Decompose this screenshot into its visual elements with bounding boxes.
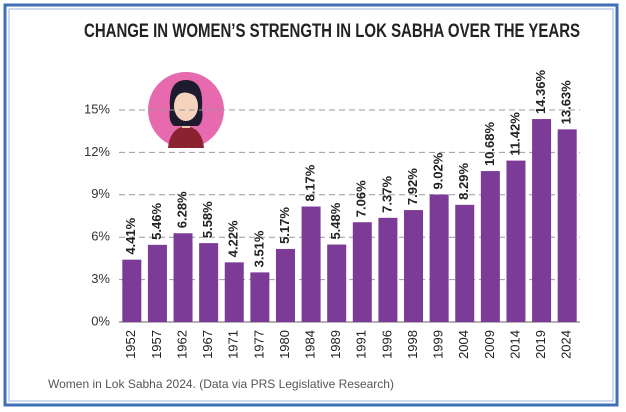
x-tick-label: 1996 (379, 330, 394, 359)
value-label: 13.63% (559, 80, 574, 125)
value-label: 7.92% (405, 168, 420, 205)
bar (352, 222, 372, 322)
x-tick-label: 2009 (482, 330, 497, 359)
caption: Women in Lok Sabha 2024. (Data via PRS L… (48, 377, 394, 391)
bar (429, 194, 449, 322)
inner-frame (8, 8, 614, 402)
value-label: 7.37% (379, 176, 394, 213)
y-tick-label: 3% (91, 271, 110, 286)
bar (506, 160, 526, 322)
x-tick-label: 1977 (251, 330, 266, 359)
x-tick-label: 1952 (123, 330, 138, 359)
y-tick-label: 0% (91, 313, 110, 328)
value-label: 5.48% (328, 202, 343, 239)
value-label: 11.42% (507, 112, 522, 156)
x-tick-label: 2004 (456, 330, 471, 359)
chart-title: CHANGE IN WOMEN’S STRENGTH IN LOK SABHA … (84, 21, 580, 42)
value-label: 14.36% (533, 70, 548, 115)
value-label: 5.17% (277, 207, 292, 244)
avatar-icon (148, 72, 224, 148)
bar (122, 259, 142, 322)
value-label: 8.17% (303, 164, 318, 201)
value-label: 3.51% (251, 230, 266, 267)
bar (455, 204, 475, 322)
x-tick-label: 1962 (174, 330, 189, 359)
value-label: 6.28% (174, 191, 189, 228)
bar (378, 217, 398, 322)
x-tick-label: 2024 (559, 330, 574, 359)
bar (301, 206, 321, 322)
x-tick-label: 2014 (507, 330, 522, 359)
y-tick-label: 15% (84, 101, 110, 116)
y-tick-label: 6% (91, 229, 110, 244)
bar (404, 210, 424, 322)
bar (275, 248, 295, 322)
bar (480, 171, 500, 322)
x-tick-label: 1967 (200, 330, 215, 359)
y-tick-label: 12% (84, 144, 110, 159)
bar (147, 244, 167, 322)
value-label: 7.06% (354, 180, 369, 217)
x-tick-label: 1984 (303, 330, 318, 359)
value-label: 8.29% (456, 163, 471, 200)
x-tick-label: 1980 (277, 330, 292, 359)
bar (557, 129, 577, 322)
x-tick-label: 1999 (431, 330, 446, 359)
value-label: 9.02% (431, 152, 446, 189)
bar (327, 244, 347, 322)
value-label: 4.41% (123, 217, 138, 254)
y-tick-label: 9% (91, 186, 110, 201)
bar (173, 233, 193, 322)
value-label: 5.46% (149, 203, 164, 240)
bar (199, 243, 219, 322)
value-label: 4.22% (226, 220, 241, 257)
x-tick-label: 1971 (226, 330, 241, 359)
bar (224, 262, 244, 322)
x-tick-label: 1998 (405, 330, 420, 359)
x-tick-label: 1957 (149, 330, 164, 359)
x-tick-label: 2019 (533, 330, 548, 359)
value-label: 10.68% (482, 122, 497, 167)
value-label: 5.58% (200, 201, 215, 238)
x-tick-label: 1991 (354, 330, 369, 359)
bar (250, 272, 270, 322)
bar (532, 119, 552, 322)
x-tick-label: 1989 (328, 330, 343, 359)
